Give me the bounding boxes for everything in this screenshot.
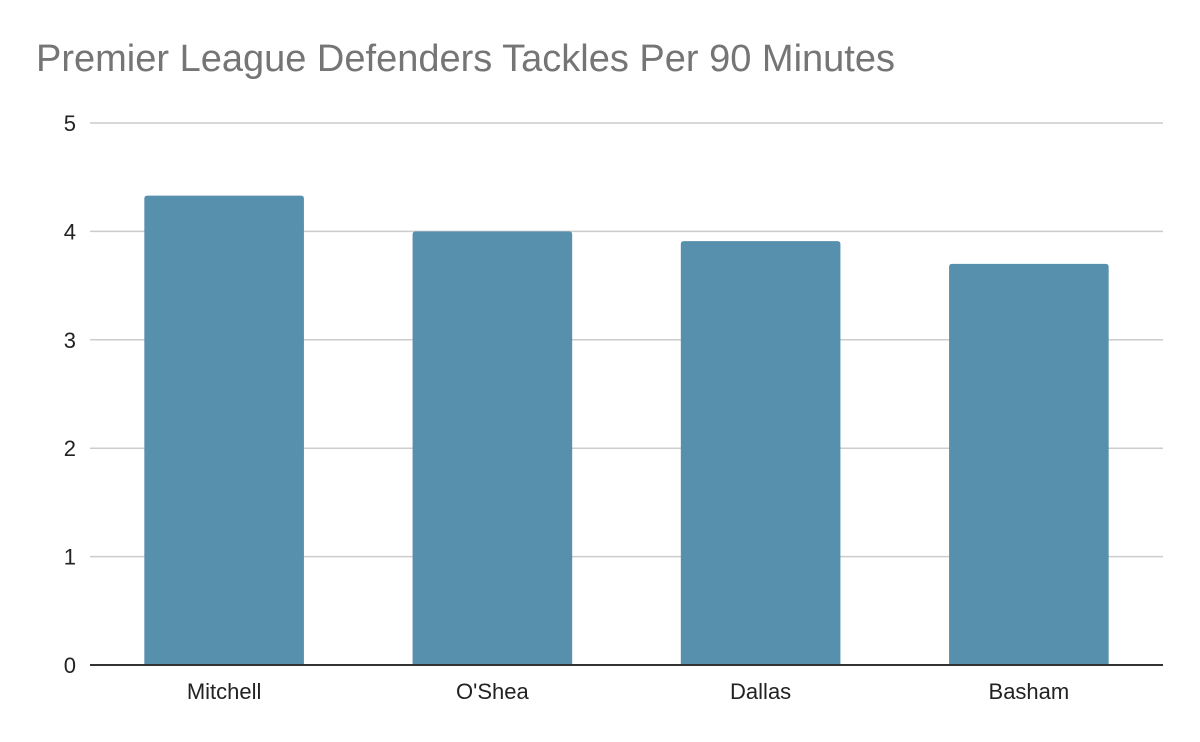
chart-title: Premier League Defenders Tackles Per 90 … bbox=[36, 38, 895, 80]
y-tick-label: 1 bbox=[64, 545, 76, 570]
y-tick-label: 0 bbox=[64, 653, 76, 678]
x-tick-label: O'Shea bbox=[456, 679, 529, 704]
y-tick-label: 5 bbox=[64, 111, 76, 136]
x-axis-tick-labels: Mitchell O'Shea Dallas Basham bbox=[187, 679, 1069, 704]
y-tick-label: 2 bbox=[64, 436, 76, 461]
y-axis-tick-labels: 0 1 2 3 4 5 bbox=[64, 111, 76, 678]
x-tick-label: Basham bbox=[989, 679, 1070, 704]
x-tick-label: Mitchell bbox=[187, 679, 262, 704]
bar-dallas bbox=[680, 241, 841, 665]
y-tick-label: 3 bbox=[64, 328, 76, 353]
bars bbox=[144, 195, 1109, 666]
bar-basham bbox=[949, 263, 1109, 665]
bar-o-shea bbox=[412, 231, 573, 665]
x-tick-label: Dallas bbox=[730, 679, 791, 704]
y-tick-label: 4 bbox=[64, 219, 76, 244]
bar-mitchell bbox=[144, 195, 304, 666]
